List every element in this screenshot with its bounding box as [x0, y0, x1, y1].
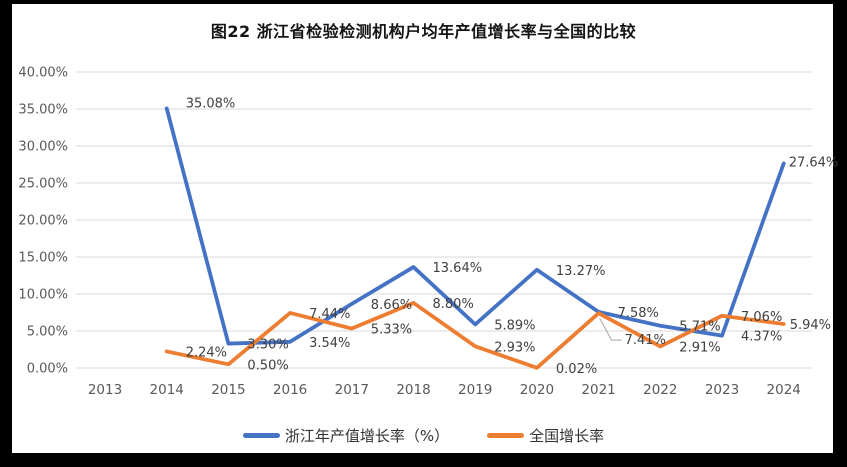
data-label: 5.71%: [679, 320, 720, 335]
x-category-label: 2017: [335, 382, 369, 398]
data-label: 0.50%: [247, 358, 288, 373]
data-label: 7.41%: [625, 333, 666, 348]
y-tick-label: 25.00%: [18, 177, 68, 192]
y-tick-label: 0.00%: [27, 362, 68, 377]
y-axis-tick-labels: 0.00% 5.00% 10.00% 15.00% 20.00% 25.00% 30.00%…: [18, 66, 68, 377]
label-leader-lines: [599, 317, 622, 341]
data-label: 13.27%: [556, 264, 606, 279]
data-label: 2.91%: [679, 340, 720, 355]
chart-title: 图22 浙江省检验检测机构户均年产值增长率与全国的比较: [210, 22, 637, 41]
data-label: 13.64%: [433, 261, 483, 276]
y-tick-label: 10.00%: [18, 288, 68, 303]
series-line-0: [164, 106, 786, 346]
legend-item-zhejiang: 浙江年产值增长率（%）: [242, 425, 450, 446]
legend-label-zhejiang: 浙江年产值增长率（%）: [284, 427, 450, 445]
legend-label-national: 全国增长率: [529, 427, 605, 445]
x-category-label: 2018: [396, 382, 430, 398]
x-category-label: 2022: [643, 382, 677, 398]
data-label: 0.02%: [556, 362, 597, 377]
x-category-label: 2016: [273, 382, 307, 398]
data-label: 8.80%: [433, 297, 474, 312]
chart-panel: [12, 4, 833, 453]
data-label: 7.06%: [741, 310, 782, 325]
x-category-label: 2019: [458, 382, 492, 398]
x-category-label: 2015: [211, 382, 245, 398]
data-label: 27.64%: [789, 155, 839, 170]
chart-legend: 浙江年产值增长率（%） 全国增长率: [0, 425, 847, 446]
x-category-label: 2024: [767, 382, 801, 398]
data-label: 8.66%: [371, 298, 412, 313]
x-category-label: 2014: [150, 382, 184, 398]
gridlines: [76, 71, 812, 369]
x-category-label: 2023: [705, 382, 739, 398]
data-label: 5.33%: [371, 323, 412, 338]
data-label: 4.37%: [741, 330, 782, 345]
legend-line-icon-blue: [242, 433, 280, 438]
data-label: 2.93%: [494, 340, 535, 355]
data-label: 7.44%: [309, 307, 350, 322]
y-tick-label: 35.00%: [18, 103, 68, 118]
x-category-label: 2013: [88, 382, 122, 398]
y-tick-label: 20.00%: [18, 214, 68, 229]
data-label: 5.89%: [494, 318, 535, 333]
y-tick-label: 30.00%: [18, 140, 68, 155]
x-category-label: 2021: [581, 382, 615, 398]
legend-line-icon-orange: [487, 433, 525, 438]
data-label: 35.08%: [186, 96, 236, 111]
data-label: 2.24%: [186, 345, 227, 360]
x-category-label: 2020: [520, 382, 554, 398]
legend-item-national: 全国增长率: [487, 425, 604, 446]
data-labels: 35.08% 3.30% 3.54% 8.66% 13.64% 5.89% 13.27% 7.…: [186, 96, 839, 376]
y-tick-label: 5.00%: [27, 325, 68, 340]
data-label: 5.94%: [790, 318, 831, 333]
data-label: 3.30%: [247, 338, 288, 353]
x-axis-category-labels: 2013 2014 2015 2016 2017 2018 2019 2020 2021 2022…: [88, 382, 801, 398]
series-line-1: [164, 300, 786, 370]
data-label: 7.58%: [618, 306, 659, 321]
y-tick-label: 15.00%: [18, 251, 68, 266]
data-label: 3.54%: [309, 336, 350, 351]
y-tick-label: 40.00%: [18, 66, 68, 81]
leader-line: [599, 317, 622, 341]
